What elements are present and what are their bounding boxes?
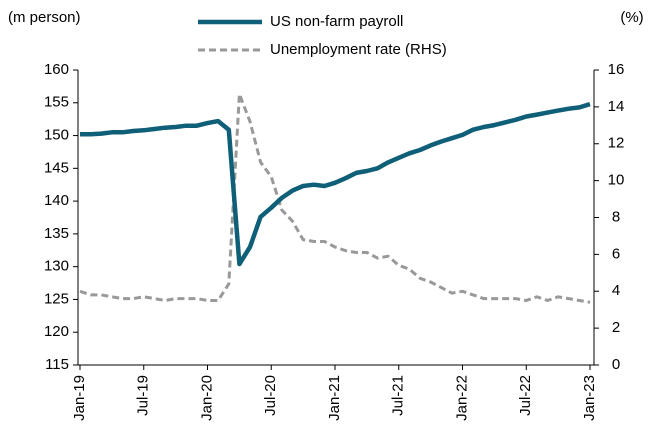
y2-tick-label: 14	[608, 98, 625, 115]
y-tick-label: 140	[44, 192, 69, 209]
x-tick-label: Jan-20	[198, 375, 215, 421]
y-axis-label: (m person)	[8, 9, 81, 26]
x-tick-label: Jan-23	[581, 375, 598, 421]
y2-axis-label: (%)	[620, 9, 643, 26]
series-line	[80, 101, 591, 267]
y2-tick-label: 2	[612, 319, 620, 336]
x-tick-label: Jul-22	[517, 375, 534, 416]
y2-tick-label: 12	[608, 135, 625, 152]
x-tick-label: Jan-22	[453, 375, 470, 421]
x-tick-label: Jul-20	[262, 375, 279, 416]
y-tick-label: 145	[44, 159, 69, 176]
x-tick-label: Jan-21	[326, 375, 343, 421]
x-tick-label: Jul-19	[135, 375, 152, 416]
series-line	[79, 92, 591, 304]
y2-tick-label: 8	[612, 208, 620, 225]
x-tick-label: Jan-19	[71, 375, 88, 421]
y-tick-label: 125	[44, 290, 69, 307]
y2-tick-label: 0	[612, 356, 620, 373]
y-tick-label: 155	[44, 94, 69, 111]
y2-tick-label: 4	[612, 282, 620, 299]
y-tick-label: 120	[44, 323, 69, 340]
y-tick-label: 115	[45, 356, 69, 373]
legend-label: Unemployment rate (RHS)	[270, 41, 447, 58]
y-tick-label: 130	[44, 258, 69, 275]
y-tick-label: 135	[44, 225, 69, 242]
x-tick-label: Jul-21	[390, 375, 407, 416]
y-tick-label: 160	[44, 61, 69, 78]
y2-tick-label: 10	[608, 172, 625, 189]
y2-tick-label: 16	[608, 61, 625, 78]
y-tick-label: 150	[44, 127, 69, 144]
y2-tick-label: 6	[612, 245, 620, 262]
legend-label: US non-farm payroll	[270, 13, 403, 30]
